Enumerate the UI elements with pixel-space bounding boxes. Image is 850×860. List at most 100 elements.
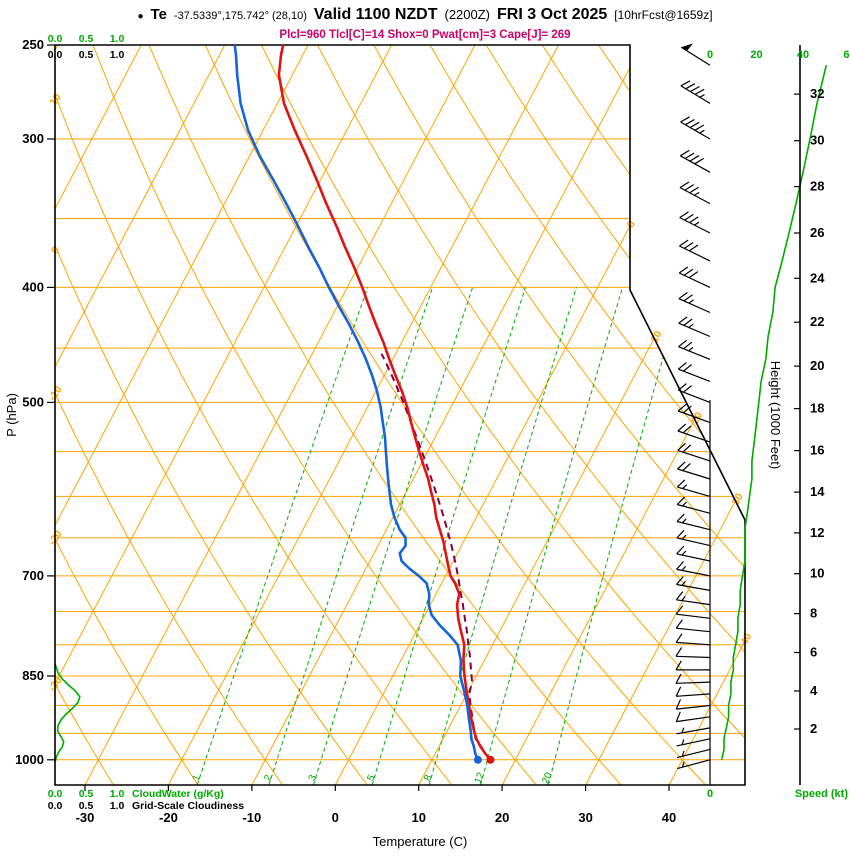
wind-barb — [679, 239, 711, 262]
dry-adiabat-line — [92, 45, 537, 785]
cloudwater-scale-top: 1.0 — [110, 33, 125, 45]
wind-barb — [676, 727, 711, 735]
dry-adiabat-line — [317, 45, 745, 785]
mixing-ratio-line — [480, 287, 623, 785]
wind-barb — [675, 686, 711, 697]
speed-axis-title: Speed (kt) — [795, 788, 849, 800]
wind-barb — [677, 403, 711, 424]
height-tick-label: 10 — [810, 566, 824, 581]
pressure-tick-label: 1000 — [15, 752, 44, 767]
temperature-tick-label: 40 — [662, 810, 676, 825]
mixing-ratio-line — [196, 287, 369, 785]
valid-utc: (2200Z) — [444, 7, 491, 22]
speed-scale-top: 40 — [797, 49, 809, 61]
height-tick-label: 20 — [810, 358, 824, 373]
height-tick-label: 6 — [810, 644, 817, 659]
mixing-ratio-label: 8 — [422, 773, 434, 783]
pressure-tick-label: 250 — [22, 37, 44, 52]
wind-barb — [676, 513, 711, 531]
wind-barb — [675, 591, 711, 606]
wind-barb — [678, 266, 711, 288]
wind-barb — [677, 423, 711, 443]
mixing-ratio-label: 3 — [307, 773, 319, 783]
dry-adiabat-line — [373, 45, 745, 785]
mixing-ratio-label: 2 — [262, 773, 274, 783]
wind-barb — [675, 633, 711, 646]
isotherm-line — [55, 45, 142, 785]
cloudwater-scale-bottom: 0.5 — [79, 788, 94, 800]
cloudwater-scale-bottom: 1.0 — [110, 788, 125, 800]
station-name: Te — [150, 6, 167, 23]
wind-barb — [676, 496, 711, 514]
forecast-info: [10hrFcst@1659z] — [614, 8, 713, 22]
temperature-tick-label: -30 — [76, 810, 95, 825]
station-coords: -37.5339°,175.742° (28,10) — [173, 10, 307, 22]
wind-barb — [676, 738, 711, 747]
wind-barbs — [675, 43, 711, 770]
wind-barb — [676, 576, 711, 591]
cloudiness-scale-bottom: 0.0 — [48, 800, 63, 812]
height-tick-label: 2 — [810, 721, 817, 736]
mixing-ratio-label: 1 — [191, 773, 203, 783]
cloudiness-scale-bottom: 1.0 — [110, 800, 125, 812]
wind-barb — [675, 619, 711, 633]
dry-adiabat-line — [55, 45, 199, 785]
wind-barb — [677, 383, 711, 403]
wind-barb — [675, 605, 711, 619]
cloudwater-scale-top: 0.0 — [48, 33, 63, 45]
wind-barb — [676, 479, 711, 497]
wind-barb — [675, 673, 711, 684]
mixing-ratio-label: 12 — [473, 771, 488, 786]
mixing-ratio-label: 20 — [540, 771, 555, 786]
surface-dewpoint-dot — [473, 755, 482, 764]
height-tick-label: 24 — [810, 270, 825, 285]
cloudiness-axis-title: Grid-Scale Cloudiness — [132, 800, 244, 812]
isotherm-line — [84, 45, 476, 785]
mixing-ratio-line — [268, 287, 434, 785]
temperature-curve — [277, 44, 492, 761]
wind-barb — [679, 211, 711, 234]
wind-barb — [677, 461, 711, 480]
mixing-ratio-line — [428, 287, 577, 785]
wind-barb — [675, 711, 711, 723]
height-tick-label: 22 — [810, 314, 824, 329]
height-tick-label: 4 — [810, 683, 818, 698]
wind-barb — [677, 759, 711, 770]
isotherm-line — [418, 45, 745, 785]
cloudiness-scale-top: 0.5 — [79, 49, 94, 61]
isotherm-line — [55, 45, 226, 785]
speed-scale-bottom: 0 — [707, 788, 713, 800]
cloudiness-scale-top: 1.0 — [110, 49, 125, 61]
isotherm-line — [55, 45, 393, 785]
dry-adiabat-line — [485, 45, 745, 785]
cloud-water-curve — [54, 663, 81, 763]
plot-boundary — [54, 44, 746, 786]
height-tick-label: 30 — [810, 133, 824, 148]
speed-scale-top: 20 — [750, 49, 762, 61]
height-tick-label: 28 — [810, 179, 824, 194]
dry-adiabat-line — [55, 45, 284, 785]
height-tick-label: 12 — [810, 525, 824, 540]
temperature-tick-label: 0 — [332, 810, 339, 825]
mixing-ratio-line — [312, 287, 474, 785]
speed-scale-top: 0 — [707, 49, 713, 61]
isotherm-line — [55, 45, 309, 785]
dry-adiabat-line — [429, 45, 745, 785]
isotherm-line — [167, 45, 559, 785]
wind-barb — [678, 316, 711, 338]
mixing-ratio-lines — [196, 287, 684, 785]
isotherm-label: 10 — [648, 329, 664, 345]
isotherm-label: 40 — [738, 631, 754, 647]
temperature-tick-label: -20 — [159, 810, 178, 825]
parcel-curve — [380, 353, 492, 761]
wind-barb — [680, 116, 711, 140]
wind-barb — [679, 149, 711, 173]
height-tick-label: 8 — [810, 606, 817, 621]
isotherm-line — [585, 45, 745, 785]
dry-adiabat-line — [55, 45, 453, 785]
cloudwater-scale-top: 0.5 — [79, 33, 94, 45]
temperature-tick-label: -10 — [242, 810, 261, 825]
pressure-tick-label: 700 — [22, 568, 44, 583]
wind-barb — [675, 660, 710, 671]
